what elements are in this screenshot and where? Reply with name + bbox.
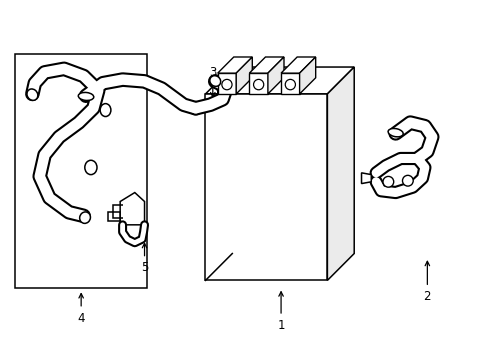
- Polygon shape: [249, 57, 284, 73]
- Ellipse shape: [285, 79, 295, 90]
- Polygon shape: [281, 73, 299, 94]
- Text: 4: 4: [77, 293, 85, 325]
- Text: 3: 3: [209, 66, 216, 97]
- Ellipse shape: [253, 79, 263, 90]
- Ellipse shape: [78, 93, 94, 100]
- Polygon shape: [236, 57, 252, 94]
- Bar: [15, 54, 147, 288]
- Ellipse shape: [84, 160, 97, 175]
- Polygon shape: [205, 94, 327, 280]
- Ellipse shape: [27, 89, 38, 100]
- Polygon shape: [108, 212, 120, 221]
- Polygon shape: [120, 193, 144, 225]
- Ellipse shape: [80, 212, 90, 224]
- Polygon shape: [361, 173, 370, 184]
- Polygon shape: [327, 67, 353, 280]
- Polygon shape: [299, 57, 315, 94]
- Ellipse shape: [100, 104, 111, 117]
- Polygon shape: [217, 73, 236, 94]
- Text: 5: 5: [141, 243, 148, 274]
- Polygon shape: [249, 73, 267, 94]
- Text: 2: 2: [423, 261, 430, 303]
- Polygon shape: [281, 57, 315, 73]
- Ellipse shape: [382, 176, 393, 187]
- Ellipse shape: [222, 79, 232, 90]
- Polygon shape: [205, 67, 353, 94]
- Ellipse shape: [402, 175, 412, 186]
- Ellipse shape: [387, 129, 403, 137]
- Ellipse shape: [209, 76, 220, 86]
- Polygon shape: [217, 57, 252, 73]
- Polygon shape: [267, 57, 284, 94]
- Text: 1: 1: [277, 292, 284, 332]
